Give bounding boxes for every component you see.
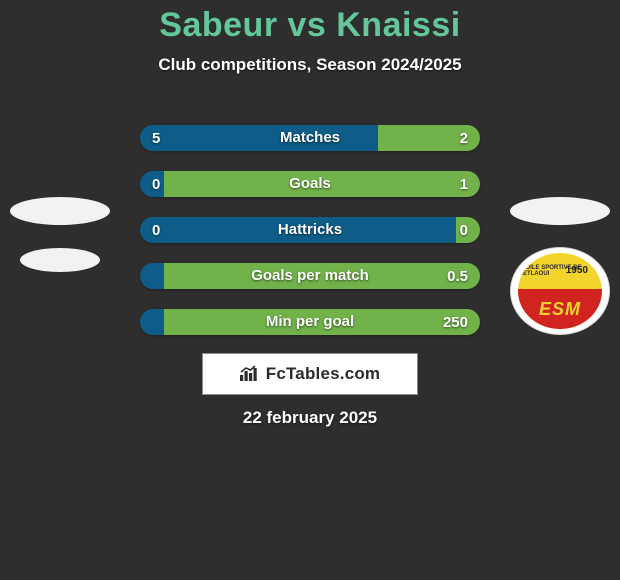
right-side-badges: ETOILE SPORTIVE DE METLAOUI ESM 1950 [510,75,610,103]
stat-row: 00Hattricks [140,217,480,243]
stat-left-value: 0 [140,171,164,197]
stat-row: 250Min per goal [140,309,480,335]
fctables-label: FcTables.com [266,364,381,384]
left-club-placeholder [20,248,100,272]
stat-left-value [140,263,164,289]
left-side-badges [10,75,110,127]
page-title: Sabeur vs Knaissi [0,6,620,45]
fctables-attribution: FcTables.com [202,353,418,395]
right-club-top-text: ETOILE SPORTIVE DE METLAOUI [518,253,602,289]
stat-row: 01Goals [140,171,480,197]
right-club-letters: ESM [539,299,581,320]
chart-icon [240,365,260,383]
stat-left-value: 0 [140,217,456,243]
stat-right-value: 250 [164,309,480,335]
stat-right-value: 0 [456,217,480,243]
left-player-placeholder [10,197,110,225]
comparison-card: Sabeur vs Knaissi Club competitions, Sea… [0,0,620,580]
right-club-badge: ETOILE SPORTIVE DE METLAOUI ESM 1950 [510,247,610,335]
stat-left-value [140,309,164,335]
right-club-inner: ETOILE SPORTIVE DE METLAOUI ESM 1950 [518,253,602,329]
stat-right-value: 1 [164,171,480,197]
right-player-placeholder [510,197,610,225]
stat-right-value: 0.5 [164,263,480,289]
subtitle: Club competitions, Season 2024/2025 [0,55,620,75]
stat-row: 0.5Goals per match [140,263,480,289]
stat-left-value: 5 [140,125,378,151]
stat-right-value: 2 [378,125,480,151]
stat-row: 52Matches [140,125,480,151]
footer-date: 22 february 2025 [0,408,620,428]
right-club-bottom: ESM [518,289,602,329]
right-club-year: 1950 [566,265,588,276]
stat-rows: 52Matches 01Goals 00Hattricks 0.5Goals per … [140,125,480,355]
